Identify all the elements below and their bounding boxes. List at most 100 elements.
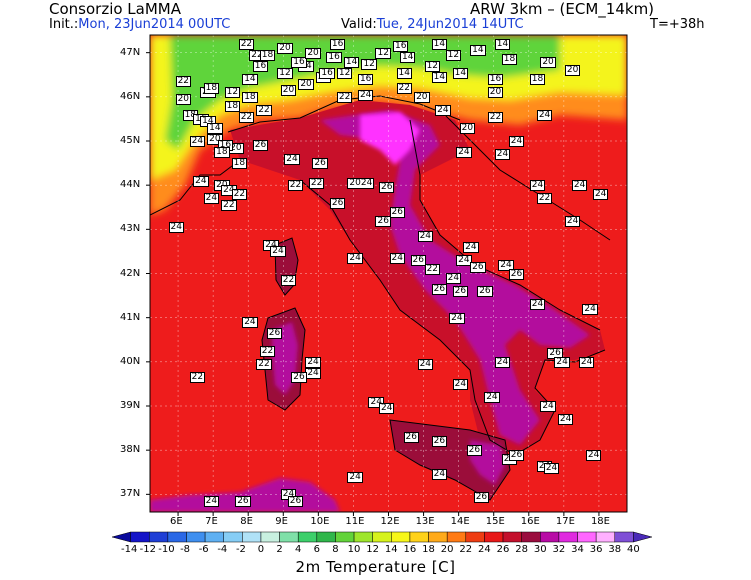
temp-label: 16 — [319, 67, 335, 79]
hot-core — [360, 112, 420, 165]
lon-label: 11E — [345, 516, 365, 527]
temp-label: 24 — [585, 449, 602, 461]
temp-label: 26 — [287, 495, 304, 507]
temp-label: 26 — [477, 286, 493, 298]
temp-label: 14 — [242, 74, 258, 86]
model-title: ARW 3km – (ECM_14km) — [470, 0, 655, 18]
temp-label: 26 — [389, 206, 405, 218]
temp-label: 16 — [357, 74, 374, 86]
temp-label: 18 — [214, 147, 230, 159]
lat-label: 39N — [120, 400, 141, 411]
temp-label: 26 — [403, 431, 419, 443]
colorbar-tick-label: 14 — [384, 544, 398, 555]
colorbar-tick-label: -6 — [198, 544, 209, 555]
temp-label: 24 — [305, 367, 321, 379]
temp-label: 24 — [242, 317, 258, 329]
colorbar-swatch — [409, 531, 429, 543]
temp-label: 24 — [571, 180, 588, 192]
colorbar-tick-label: 34 — [571, 544, 584, 555]
temp-label: 24 — [431, 469, 448, 481]
temp-label: 24 — [378, 403, 395, 415]
temp-label: 26 — [291, 372, 307, 384]
colorbar-swatch — [223, 531, 243, 543]
temp-label: 26 — [235, 495, 251, 507]
temp-label: 24 — [189, 136, 206, 147]
colorbar-tick-label: 22 — [459, 544, 473, 555]
temp-label: 12 — [336, 67, 353, 79]
temp-label: 18 — [231, 158, 248, 170]
lon-label: 9E — [275, 516, 288, 527]
temp-label: 16 — [329, 38, 346, 50]
colorbar-tick-label: 2 — [276, 544, 283, 555]
colorbar-title: 2m Temperature [C] — [295, 558, 456, 576]
colorbar-tick-label: 28 — [515, 544, 528, 555]
colorbar-swatch — [353, 531, 373, 543]
colorbar-swatch — [186, 531, 206, 543]
colorbar-tick-label: 6 — [313, 544, 320, 555]
lat-label: 37N — [120, 488, 141, 500]
temp-label: 26 — [470, 261, 486, 273]
colorbar-tick-label: 12 — [366, 544, 380, 555]
lon-label: 12E — [380, 516, 400, 527]
temp-label: 26 — [312, 158, 328, 170]
lat-label: 47N — [120, 46, 141, 58]
colorbar-swatch — [148, 531, 169, 543]
temp-label: 26 — [252, 140, 269, 152]
temp-label: 26 — [473, 491, 490, 503]
colorbar-swatch — [614, 531, 634, 543]
temp-label: 26 — [431, 283, 448, 295]
colorbar-tick-label: 24 — [478, 544, 491, 555]
temp-label: 14 — [494, 38, 511, 50]
temp-label: 24 — [203, 495, 220, 507]
temp-label: 22 — [287, 180, 304, 192]
tyrrhenian-coast-line — [299, 179, 606, 456]
temp-label: 24 — [484, 392, 500, 404]
temp-label: 24 — [368, 396, 384, 408]
init-value: Mon, 23Jun2014 00UTC — [78, 17, 231, 32]
temp-label: 24 — [592, 189, 609, 200]
colorbar-swatch — [316, 531, 336, 543]
temp-label: 26 — [378, 182, 395, 194]
temp-label: 24 — [456, 147, 472, 159]
colorbar-swatch — [633, 531, 653, 543]
temp-label: 20 — [298, 78, 314, 90]
colorbar-swatch — [446, 531, 467, 543]
lat-label: 43N — [120, 223, 141, 235]
lon-label: 14E — [450, 516, 470, 527]
valid-time: Valid:Tue, 24Jun2014 14UTC — [341, 17, 524, 32]
temp-label: 22 — [189, 372, 206, 384]
temp-label: 18 — [242, 91, 258, 103]
valid-label: Valid: — [341, 17, 377, 32]
colorbar-swatch — [279, 531, 299, 543]
temp-label: 24 — [529, 299, 546, 311]
colorbar-tick-label: 0 — [257, 544, 265, 555]
temp-label: 12 — [445, 49, 462, 61]
french-coast-line — [150, 159, 241, 216]
temp-label: 22 — [221, 200, 237, 212]
colorbar-tick-label: 36 — [589, 544, 603, 555]
colorbar-tick-label: -8 — [180, 544, 191, 555]
lon-label: 8E — [240, 516, 253, 527]
temp-label: 26 — [410, 255, 426, 267]
colorbar-swatch — [595, 531, 616, 543]
colorbar-swatch — [111, 531, 131, 543]
colorbar-tick-label: 26 — [496, 544, 510, 555]
colorbar-tick-label: -14 — [121, 544, 138, 555]
temp-label: 14 — [431, 71, 448, 83]
temp-label: 26 — [431, 436, 448, 448]
colorbar-swatch — [260, 531, 280, 543]
colorbar-swatch — [335, 531, 355, 543]
temp-label: 18 — [501, 54, 518, 66]
balkan-coast-line — [439, 109, 611, 241]
temp-label: 26 — [452, 286, 469, 298]
temp-label: 20 — [459, 122, 476, 134]
temp-label: 20 — [414, 91, 430, 103]
colorbar-swatch — [577, 531, 597, 543]
colorbar-tick-label: 40 — [626, 544, 640, 555]
temp-label: 24 — [305, 356, 321, 368]
lon-label: 13E — [415, 516, 435, 527]
colorbar-swatch — [242, 531, 262, 543]
lat-label: 45N — [120, 135, 141, 146]
temp-label: 20 — [175, 94, 192, 106]
temp-label: 16 — [291, 56, 307, 68]
